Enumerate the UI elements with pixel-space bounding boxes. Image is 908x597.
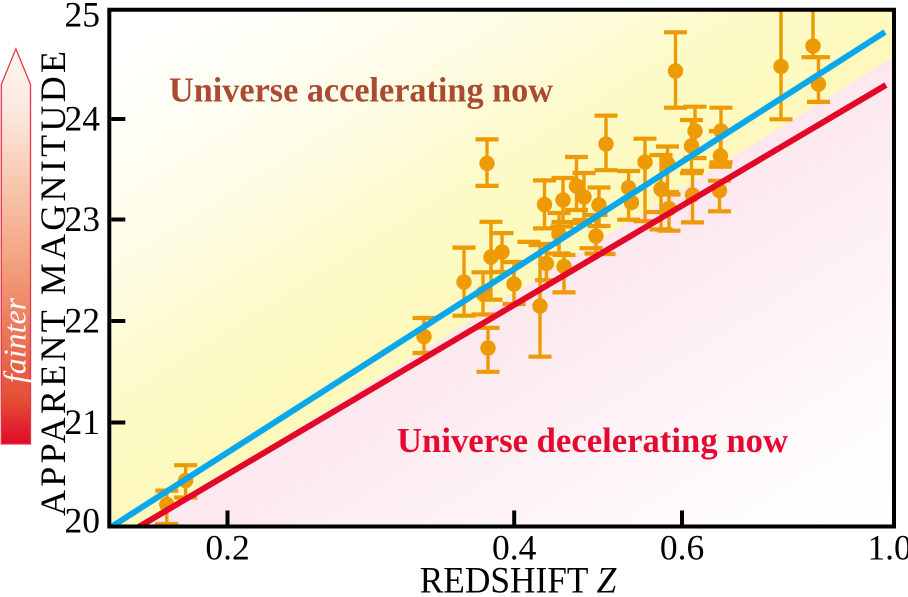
svg-text:0.6: 0.6 [660,528,704,568]
svg-text:REDSHIFT Z: REDSHIFT Z [420,560,617,597]
svg-text:fainter: fainter [0,297,33,383]
svg-text:25: 25 [65,0,101,35]
svg-text:24: 24 [65,99,101,139]
svg-text:APPARENT MAGNITUDE: APPARENT MAGNITUDE [33,51,73,516]
svg-text:20: 20 [65,501,101,541]
svg-text:0.4: 0.4 [492,528,537,568]
svg-text:1.0: 1.0 [867,528,908,568]
svg-text:22: 22 [65,301,101,341]
svg-text:Universe accelerating now: Universe accelerating now [169,71,554,110]
svg-text:21: 21 [65,402,101,442]
svg-text:0.2: 0.2 [205,528,249,568]
svg-text:Universe decelerating now: Universe decelerating now [397,421,789,460]
svg-text:23: 23 [65,199,101,239]
